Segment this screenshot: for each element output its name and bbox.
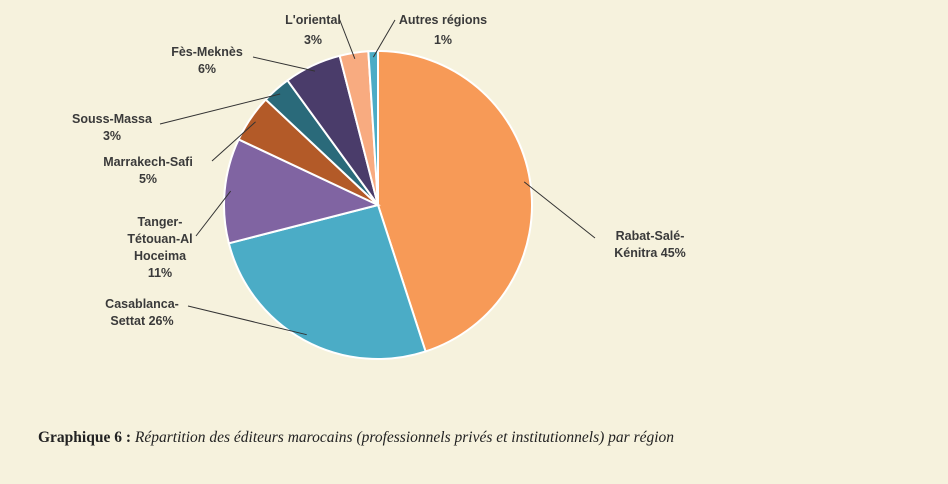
slice-label: Tanger-Tétouan-Al Hoceima 11% — [127, 215, 192, 280]
slice-label: Marrakech-Safi 5% — [103, 155, 193, 186]
slice-label: Fès-Meknès 6% — [171, 45, 243, 76]
caption-prefix: Graphique 6 : — [38, 429, 135, 446]
pie-chart: Rabat-Salé-Kénitra 45% Casablanca-Settat … — [72, 13, 686, 360]
leader-line — [252, 56, 316, 72]
leader-line — [159, 93, 281, 125]
leader-line — [195, 190, 232, 237]
pie-slice — [227, 203, 427, 360]
slice-label: Autres régions 1% — [399, 13, 487, 47]
slice-label: Souss-Massa 3% — [72, 112, 153, 143]
leader-line — [187, 305, 307, 336]
leader-line — [338, 17, 356, 60]
pie-slice — [367, 49, 379, 206]
slice-label: Rabat-Salé-Kénitra 45% — [614, 229, 686, 260]
figure-caption: Graphique 6 : Répartition des éditeurs m… — [38, 429, 938, 447]
pie-slice — [223, 138, 381, 245]
leader-line — [211, 121, 256, 162]
slice-label: Casablanca-Settat 26% — [105, 297, 179, 328]
leader-line — [523, 181, 596, 239]
slice-label: L'oriental 3% — [285, 13, 341, 47]
pie-slice — [377, 49, 533, 353]
caption-text: Répartition des éditeurs marocains (prof… — [134, 429, 675, 446]
leader-line — [372, 19, 396, 58]
